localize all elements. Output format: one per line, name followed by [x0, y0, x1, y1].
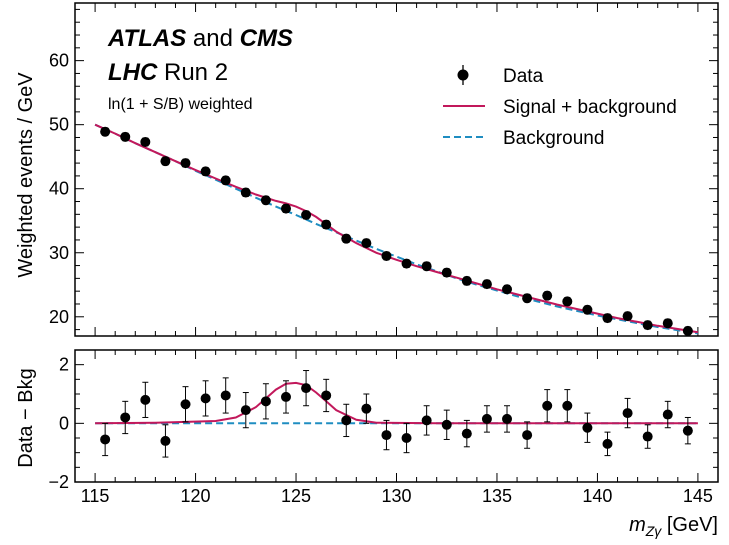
- ratio-data-point: [622, 408, 633, 419]
- main-data-point: [120, 131, 131, 142]
- x-tick-label: 115: [81, 486, 110, 506]
- x-tick-label: 120: [181, 486, 211, 506]
- ratio-data-point: [180, 399, 191, 410]
- ratio-data-point: [381, 430, 392, 441]
- ratio-y-tick-label: 0: [59, 413, 69, 433]
- main-data-point: [301, 209, 312, 220]
- x-tick-label: 135: [482, 486, 512, 506]
- ratio-data-point: [582, 422, 593, 433]
- ratio-data-point: [461, 428, 472, 439]
- ratio-data-point: [682, 425, 693, 436]
- ratio-data-point: [361, 403, 372, 414]
- main-data-point: [341, 233, 352, 244]
- main-data-point: [140, 136, 151, 147]
- ratio-data-point: [240, 405, 251, 416]
- ratio-axes-frame: [74, 349, 719, 483]
- main-data-point: [280, 203, 291, 214]
- main-y-tick-label: 50: [49, 115, 69, 135]
- ratio-data-point: [662, 409, 673, 420]
- ratio-data-point: [502, 413, 513, 424]
- run-label: LHC Run 2: [108, 59, 228, 86]
- main-data-point: [220, 175, 231, 186]
- ratio-data-point: [280, 391, 291, 402]
- main-data-point: [401, 258, 412, 269]
- main-data-point: [502, 284, 513, 295]
- experiment-label: ATLAS and CMS: [107, 25, 293, 52]
- ratio-data-point: [301, 383, 312, 394]
- weighting-label: ln(1 + S/B) weighted: [108, 96, 253, 113]
- main-data-point: [260, 195, 271, 206]
- ratio-data-point: [481, 413, 492, 424]
- main-signal-line: [94, 123, 699, 334]
- main-data-point: [461, 275, 472, 286]
- main-data-point: [361, 238, 372, 249]
- main-data-point: [200, 166, 211, 177]
- main-data-point: [381, 250, 392, 261]
- ratio-data-point: [260, 396, 271, 407]
- main-data-point: [441, 267, 452, 278]
- main-data-point: [160, 156, 171, 167]
- x-tick-label: 125: [281, 486, 311, 506]
- main-data-point: [682, 325, 693, 336]
- ratio-data-point: [160, 435, 171, 446]
- ratio-data-point: [120, 412, 131, 423]
- main-data-point: [522, 293, 533, 304]
- main-data-point: [421, 261, 432, 272]
- ratio-data-point: [421, 415, 432, 426]
- main-data-point: [100, 126, 111, 137]
- legend-label-data: Data: [503, 66, 544, 87]
- ratio-data-point: [401, 433, 412, 443]
- legend-label-background: Background: [503, 128, 604, 149]
- ratio-data-point: [220, 390, 231, 401]
- ratio-y-tick-label: 2: [59, 355, 69, 375]
- ratio-data-point: [341, 415, 352, 426]
- legend: Data Signal + background Background: [443, 65, 677, 149]
- main-panel: 20 30 40 50 60: [49, 2, 719, 337]
- main-data-point: [662, 318, 673, 329]
- main-data-point: [642, 320, 653, 331]
- ratio-data-point: [140, 394, 151, 405]
- x-tick-label: 130: [381, 486, 411, 506]
- main-data-point: [562, 296, 573, 307]
- ratio-y-tick-label: −2: [48, 472, 69, 492]
- ratio-data-point: [602, 438, 613, 449]
- main-y-tick-label: 60: [49, 51, 69, 71]
- main-y-tick-label: 30: [49, 243, 69, 263]
- main-data-point: [582, 304, 593, 315]
- main-data-point: [240, 187, 251, 198]
- main-y-tick-label: 40: [49, 179, 69, 199]
- ratio-data-point: [200, 393, 211, 404]
- main-axes-frame: [74, 2, 719, 337]
- main-y-tick-label: 20: [49, 307, 69, 327]
- main-data-point: [180, 158, 191, 169]
- ratio-data-point: [542, 400, 553, 411]
- ratio-data-point: [562, 400, 573, 411]
- ratio-data-point: [321, 390, 332, 401]
- x-tick-label: 140: [582, 486, 612, 506]
- legend-label-signal: Signal + background: [503, 97, 677, 118]
- x-axis-label: mZγ [GeV]: [629, 514, 718, 539]
- ratio-data-point: [100, 434, 111, 445]
- ratio-data-point: [642, 431, 653, 442]
- main-data-point: [622, 311, 633, 322]
- main-data-point: [321, 219, 332, 230]
- main-data-point: [481, 279, 492, 290]
- main-background-line: [94, 123, 699, 335]
- x-tick-label: 145: [683, 486, 713, 506]
- ratio-data-point: [441, 419, 452, 430]
- ratio-panel: 115 120 125 130 135 140 145 −2 0 2: [48, 349, 719, 506]
- ratio-data-point: [522, 430, 533, 441]
- main-data-point: [602, 313, 613, 324]
- main-data-point: [542, 290, 553, 301]
- main-y-axis-label: Weighted events / GeV: [15, 72, 37, 278]
- ratio-y-axis-label: Data − Bkg: [15, 368, 37, 468]
